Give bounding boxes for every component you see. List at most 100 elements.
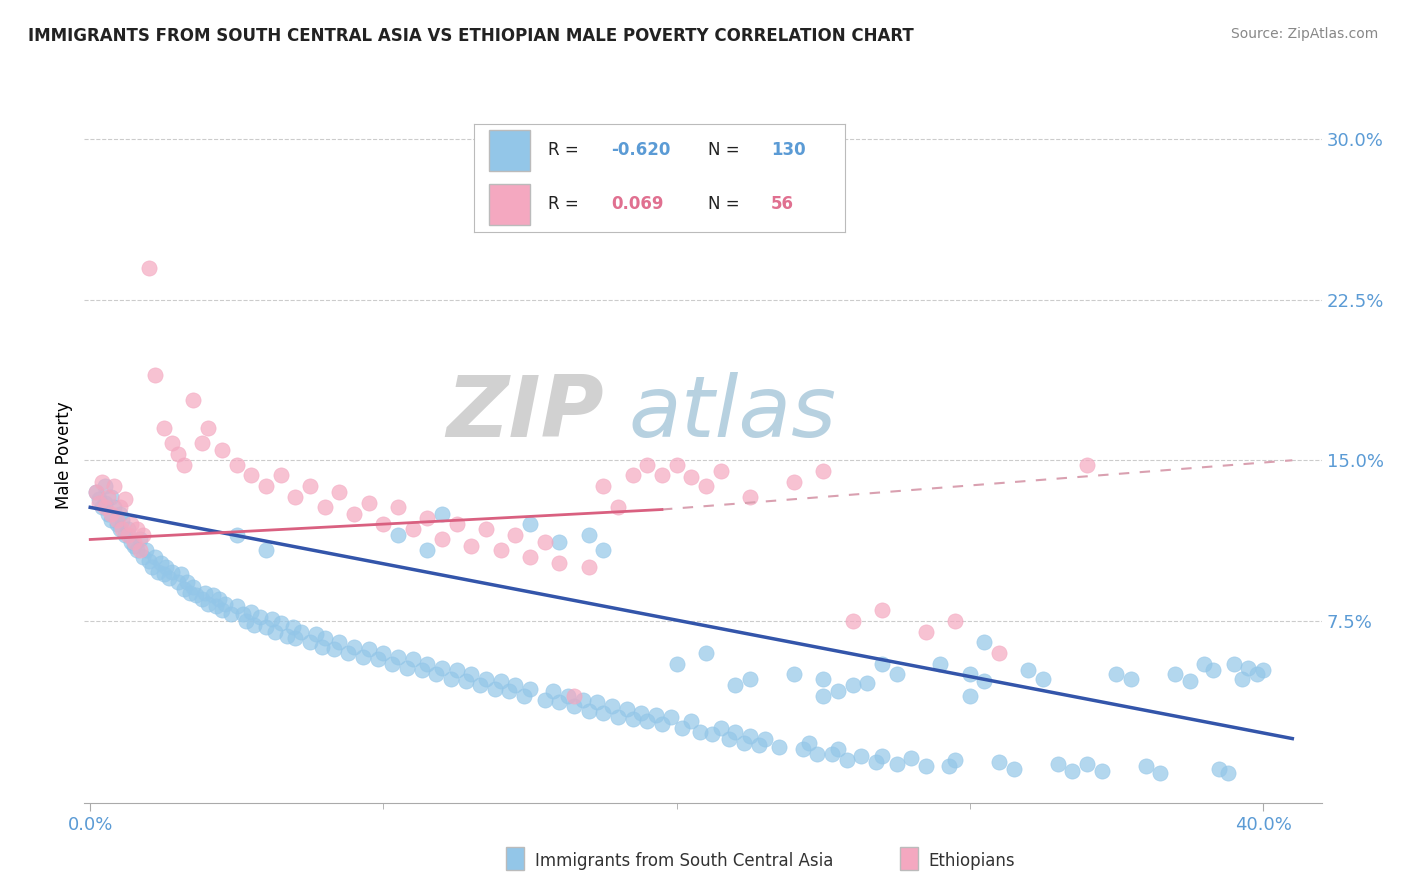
- Point: [91, 475, 114, 489]
- Point: [870, 657, 893, 671]
- Point: [270, 468, 292, 483]
- Point: [167, 447, 190, 461]
- Point: [135, 543, 157, 558]
- Point: [870, 748, 893, 763]
- Point: [143, 549, 166, 564]
- Point: [841, 678, 863, 692]
- Point: [173, 458, 195, 472]
- Point: [152, 421, 174, 435]
- Point: [578, 528, 600, 542]
- Point: [870, 603, 893, 617]
- Point: [811, 464, 834, 478]
- Point: [243, 618, 266, 632]
- Point: [724, 678, 747, 692]
- Point: [811, 672, 834, 686]
- Point: [373, 646, 395, 660]
- Point: [337, 646, 360, 660]
- Text: Ethiopians: Ethiopians: [929, 852, 1015, 870]
- Point: [475, 672, 498, 686]
- Point: [127, 522, 149, 536]
- Point: [322, 641, 344, 656]
- Point: [827, 742, 849, 756]
- Point: [988, 755, 1011, 769]
- Point: [249, 609, 271, 624]
- Point: [1149, 765, 1171, 780]
- Point: [700, 727, 723, 741]
- Point: [173, 582, 195, 596]
- Point: [1246, 667, 1268, 681]
- Point: [671, 721, 693, 735]
- Point: [470, 678, 492, 692]
- Point: [1202, 663, 1225, 677]
- Point: [783, 667, 806, 681]
- Point: [132, 528, 155, 542]
- Point: [1046, 757, 1069, 772]
- Point: [607, 500, 630, 515]
- Point: [430, 661, 453, 675]
- Point: [111, 513, 134, 527]
- Point: [616, 701, 638, 715]
- Point: [665, 657, 688, 671]
- Point: [270, 615, 292, 630]
- Point: [290, 624, 312, 639]
- Point: [1062, 764, 1084, 778]
- Point: [827, 684, 849, 698]
- Point: [167, 575, 190, 590]
- Point: [197, 597, 219, 611]
- Point: [108, 522, 131, 536]
- Point: [211, 442, 233, 457]
- Point: [718, 731, 741, 746]
- Point: [343, 640, 366, 654]
- Point: [738, 730, 761, 744]
- Point: [402, 652, 425, 666]
- Point: [548, 695, 571, 709]
- Point: [578, 560, 600, 574]
- Point: [381, 657, 404, 671]
- Point: [1091, 764, 1114, 778]
- Point: [959, 667, 981, 681]
- Y-axis label: Male Poverty: Male Poverty: [55, 401, 73, 508]
- Point: [387, 650, 409, 665]
- Point: [114, 491, 136, 506]
- Point: [645, 708, 668, 723]
- Point: [157, 571, 180, 585]
- Point: [811, 689, 834, 703]
- Point: [122, 539, 145, 553]
- Point: [562, 689, 585, 703]
- Point: [190, 592, 212, 607]
- Point: [938, 759, 960, 773]
- Point: [505, 528, 527, 542]
- Point: [143, 368, 166, 382]
- Point: [681, 470, 703, 484]
- Point: [141, 560, 163, 574]
- Point: [929, 657, 952, 671]
- Point: [1251, 663, 1274, 677]
- Point: [738, 490, 761, 504]
- Point: [797, 736, 820, 750]
- Point: [689, 725, 711, 739]
- Text: Source: ZipAtlas.com: Source: ZipAtlas.com: [1230, 27, 1378, 41]
- Text: ZIP: ZIP: [446, 372, 605, 455]
- Point: [105, 517, 128, 532]
- Point: [1135, 759, 1157, 773]
- Point: [91, 500, 114, 515]
- Point: [176, 575, 198, 590]
- Point: [446, 517, 468, 532]
- Point: [621, 468, 644, 483]
- Point: [748, 738, 770, 752]
- Point: [367, 652, 389, 666]
- Point: [533, 534, 555, 549]
- Point: [108, 507, 131, 521]
- Point: [114, 528, 136, 542]
- Point: [100, 513, 122, 527]
- Point: [519, 549, 541, 564]
- Point: [988, 646, 1011, 660]
- Point: [621, 712, 644, 726]
- Point: [681, 714, 703, 729]
- Point: [120, 517, 142, 532]
- Point: [548, 534, 571, 549]
- Point: [592, 706, 614, 720]
- Point: [416, 657, 439, 671]
- Point: [886, 667, 908, 681]
- Point: [120, 534, 142, 549]
